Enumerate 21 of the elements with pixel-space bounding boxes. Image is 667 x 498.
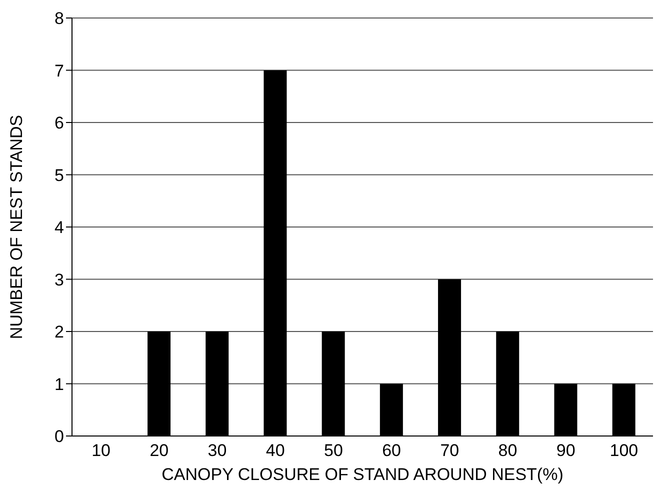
x-axis-title: CANOPY CLOSURE OF STAND AROUND NEST(%) bbox=[162, 465, 564, 484]
x-tick-label: 100 bbox=[610, 441, 638, 460]
x-tick-label: 10 bbox=[92, 441, 111, 460]
y-tick-label: 5 bbox=[54, 166, 64, 185]
y-tick-label: 6 bbox=[54, 114, 64, 133]
x-tick-label: 90 bbox=[556, 441, 576, 460]
x-tick-label: 30 bbox=[208, 441, 227, 460]
y-tick-label: 4 bbox=[54, 218, 64, 238]
y-tick-label: 0 bbox=[54, 427, 64, 446]
y-tick-label: 1 bbox=[54, 374, 64, 394]
x-tick-label: 80 bbox=[498, 441, 518, 460]
y-tick-label: 8 bbox=[54, 9, 64, 28]
x-tick-label: 40 bbox=[266, 441, 285, 460]
x-tick-label: 70 bbox=[440, 441, 460, 460]
x-tick-label: 60 bbox=[382, 441, 402, 460]
x-tick-label: 20 bbox=[150, 441, 169, 460]
y-tick-label: 7 bbox=[54, 61, 64, 80]
y-tick-label: 3 bbox=[54, 270, 64, 290]
x-tick-label: 50 bbox=[324, 441, 343, 460]
y-axis-title: NUMBER OF NEST STANDS bbox=[7, 114, 26, 340]
y-tick-label: 2 bbox=[54, 322, 64, 342]
